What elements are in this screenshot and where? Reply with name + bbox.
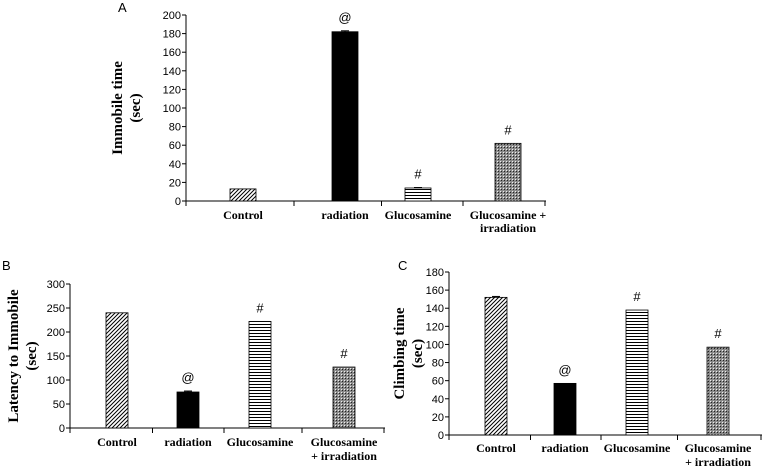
panel-label: A [118, 0, 127, 15]
bar [331, 31, 359, 202]
significance-marker: # [504, 122, 512, 137]
y-tick-label: 20 [432, 412, 444, 424]
x-category-label-line: Glucosamine [311, 435, 378, 449]
significance-marker: # [714, 326, 722, 341]
y-tick-label: 0 [438, 430, 444, 442]
bar [404, 187, 432, 202]
x-category-label-line: Glucosamine [604, 441, 671, 455]
x-category-label: Glucosamine + irradiation [685, 441, 752, 469]
bar [176, 391, 200, 429]
y-tick-label: 80 [432, 358, 444, 370]
panel-label: C [398, 258, 407, 273]
y-tick-label: 150 [47, 351, 65, 363]
x-category-label-line: Control [476, 441, 516, 455]
significance-marker: @ [338, 10, 351, 25]
bar [229, 188, 257, 202]
y-tick-label: 300 [47, 279, 65, 291]
chart-panel-c: C 0 20 40 60 80 100 120 140 160 180 Climbing time (s… [392, 258, 762, 469]
bar [248, 321, 272, 429]
y-tick-label: 60 [169, 140, 181, 152]
y-tick-label: 200 [47, 327, 65, 339]
y-tick-label: 20 [169, 177, 181, 189]
x-category-label-line: + irradiation [685, 455, 751, 469]
x-category-label: Control [97, 435, 137, 449]
x-category-label-line: Control [223, 208, 263, 222]
x-category-label-line: irradiation [480, 221, 536, 235]
y-tick-label: 100 [426, 339, 444, 351]
y-tick-label: 40 [432, 394, 444, 406]
x-category-label-line: Glucosamine [685, 441, 752, 455]
y-tick-label: 160 [163, 47, 181, 59]
y-axis-label: Climbing time (sec) [392, 307, 426, 399]
y-tick-label: 120 [426, 321, 444, 333]
x-category-label: radiation [164, 435, 212, 449]
x-category-label: radiation [321, 208, 369, 222]
bar [625, 309, 649, 436]
y-tick-label: 140 [426, 303, 444, 315]
significance-marker: # [340, 346, 348, 361]
bar [706, 346, 730, 436]
y-tick-label: 0 [175, 196, 181, 208]
y-tick-label: 0 [59, 423, 65, 435]
x-category-label-line: Glucosamine [385, 208, 452, 222]
y-tick-label: 100 [163, 103, 181, 115]
chart-panel-b: B 0 50 100 150 200 250 300 Latency to Immobile (s… [2, 258, 385, 463]
y-axis-label-line: (sec) [128, 93, 144, 122]
x-category-label: Control [223, 208, 263, 222]
x-category-label-line: + irradiation [311, 449, 377, 463]
y-tick-label: 50 [53, 399, 65, 411]
y-axis-label: Latency to Immobile (sec) [6, 289, 40, 423]
y-tick-label: 40 [169, 159, 181, 171]
x-category-label: Glucosamine + irradiation [470, 208, 547, 235]
x-category-label-line: Glucosamine [227, 435, 294, 449]
y-tick-label: 200 [163, 10, 181, 22]
y-axis-label-line: Immobile time [110, 61, 126, 155]
y-axis-label-line: Latency to Immobile [6, 289, 22, 423]
x-category-label-line: radiation [164, 435, 212, 449]
y-axis-label-line: (sec) [24, 341, 40, 370]
significance-marker: # [414, 167, 422, 182]
bar [484, 296, 508, 436]
x-category-label-line: Glucosamine + [470, 208, 547, 222]
y-tick-label: 180 [163, 29, 181, 41]
y-tick-label: 80 [169, 122, 181, 134]
significance-marker: # [633, 289, 641, 304]
y-tick-label: 250 [47, 303, 65, 315]
significance-marker: @ [558, 362, 571, 377]
y-tick-label: 120 [163, 84, 181, 96]
x-category-label-line: radiation [541, 441, 589, 455]
x-category-label: Glucosamine + irradiation [311, 435, 378, 463]
y-tick-label: 180 [426, 267, 444, 279]
y-axis-label-line: Climbing time [392, 307, 408, 399]
y-tick-label: 60 [432, 376, 444, 388]
x-category-label-line: radiation [321, 208, 369, 222]
x-category-label: Glucosamine [385, 208, 452, 222]
bar [494, 142, 522, 202]
bar [332, 366, 356, 429]
y-axis-label-line: (sec) [410, 339, 426, 368]
bar [553, 382, 577, 436]
x-category-label-line: Control [97, 435, 137, 449]
panel-label: B [2, 258, 11, 273]
x-category-label: Glucosamine [227, 435, 294, 449]
x-category-label: Control [476, 441, 516, 455]
y-tick-label: 140 [163, 66, 181, 78]
bar [105, 312, 129, 429]
significance-marker: @ [181, 370, 194, 385]
x-category-label: Glucosamine [604, 441, 671, 455]
y-tick-label: 100 [47, 375, 65, 387]
y-axis-label: Immobile time (sec) [110, 61, 144, 155]
x-category-label: radiation [541, 441, 589, 455]
chart-panel-a: A 0 20 40 60 80 100 120 140 160 180 200 Immobile tim… [110, 0, 546, 235]
y-tick-label: 160 [426, 285, 444, 297]
significance-marker: # [256, 300, 264, 315]
